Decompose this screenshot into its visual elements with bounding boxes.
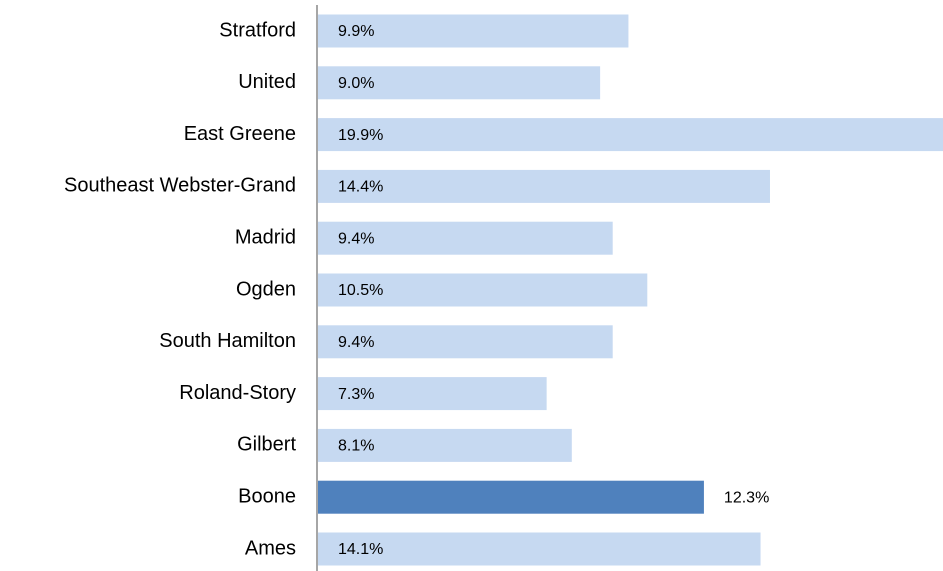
bar	[318, 532, 761, 566]
category-label: Stratford	[219, 19, 296, 41]
value-label: 8.1%	[338, 438, 374, 455]
category-label: South Hamilton	[159, 330, 296, 352]
category-label: Roland-Story	[179, 382, 296, 404]
category-label: Madrid	[235, 226, 296, 248]
value-label: 9.0%	[338, 75, 374, 92]
bar	[318, 14, 629, 48]
value-label: 14.4%	[338, 179, 383, 196]
value-label: 9.4%	[338, 334, 374, 351]
category-label: Southeast Webster-Grand	[64, 175, 296, 197]
bar	[318, 273, 648, 307]
category-label: Boone	[238, 485, 296, 507]
category-label: Gilbert	[237, 434, 296, 456]
value-label: 10.5%	[338, 282, 383, 299]
value-label: 19.9%	[338, 127, 383, 144]
value-label: 9.4%	[338, 230, 374, 247]
bar	[318, 377, 547, 411]
category-label: East Greene	[184, 123, 296, 145]
bar	[318, 480, 704, 514]
category-label: Ames	[245, 537, 296, 559]
value-label: 9.9%	[338, 23, 374, 40]
bar	[318, 118, 943, 152]
category-label: Ogden	[236, 278, 296, 300]
bar	[318, 428, 572, 462]
value-label: 7.3%	[338, 386, 374, 403]
bar	[318, 221, 613, 255]
category-label: United	[238, 71, 296, 93]
bar	[318, 169, 770, 203]
value-label: 12.3%	[724, 489, 769, 506]
bar	[318, 325, 613, 359]
bar	[318, 66, 601, 100]
value-label: 14.1%	[338, 541, 383, 558]
